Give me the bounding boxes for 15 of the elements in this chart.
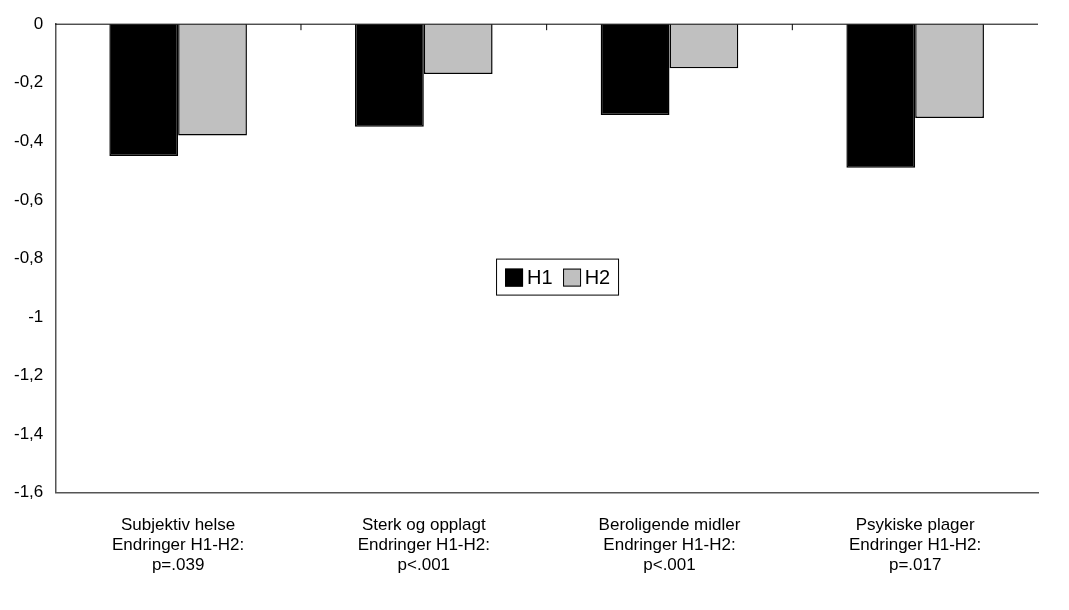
x-tick-label: Subjektiv helse Endringer H1-H2: p=.039 bbox=[111, 514, 245, 575]
y-tick-label: 0 bbox=[33, 13, 44, 33]
x-tick-label: Beroligende midler Endringer H1-H2: p<.001 bbox=[598, 514, 741, 575]
x-tick-label: Sterk og opplagt Endringer H1-H2: p<.001 bbox=[357, 514, 490, 575]
y-tick-label: -0,6 bbox=[14, 189, 44, 209]
y-tick-label: -0,4 bbox=[14, 131, 44, 151]
y-tick-label: -0,8 bbox=[14, 248, 44, 268]
y-tick-label: -1,6 bbox=[14, 482, 44, 502]
y-tick-label: -0,2 bbox=[14, 72, 44, 92]
y-tick-label: -1 bbox=[28, 306, 44, 326]
y-tick-label: -1,2 bbox=[14, 365, 44, 385]
y-tick-label: -1,4 bbox=[14, 423, 44, 443]
x-tick-label: Psykiske plager Endringer H1-H2: p=.017 bbox=[849, 514, 982, 575]
legend-label: H1 bbox=[527, 265, 553, 289]
legend-label: H2 bbox=[584, 265, 611, 289]
